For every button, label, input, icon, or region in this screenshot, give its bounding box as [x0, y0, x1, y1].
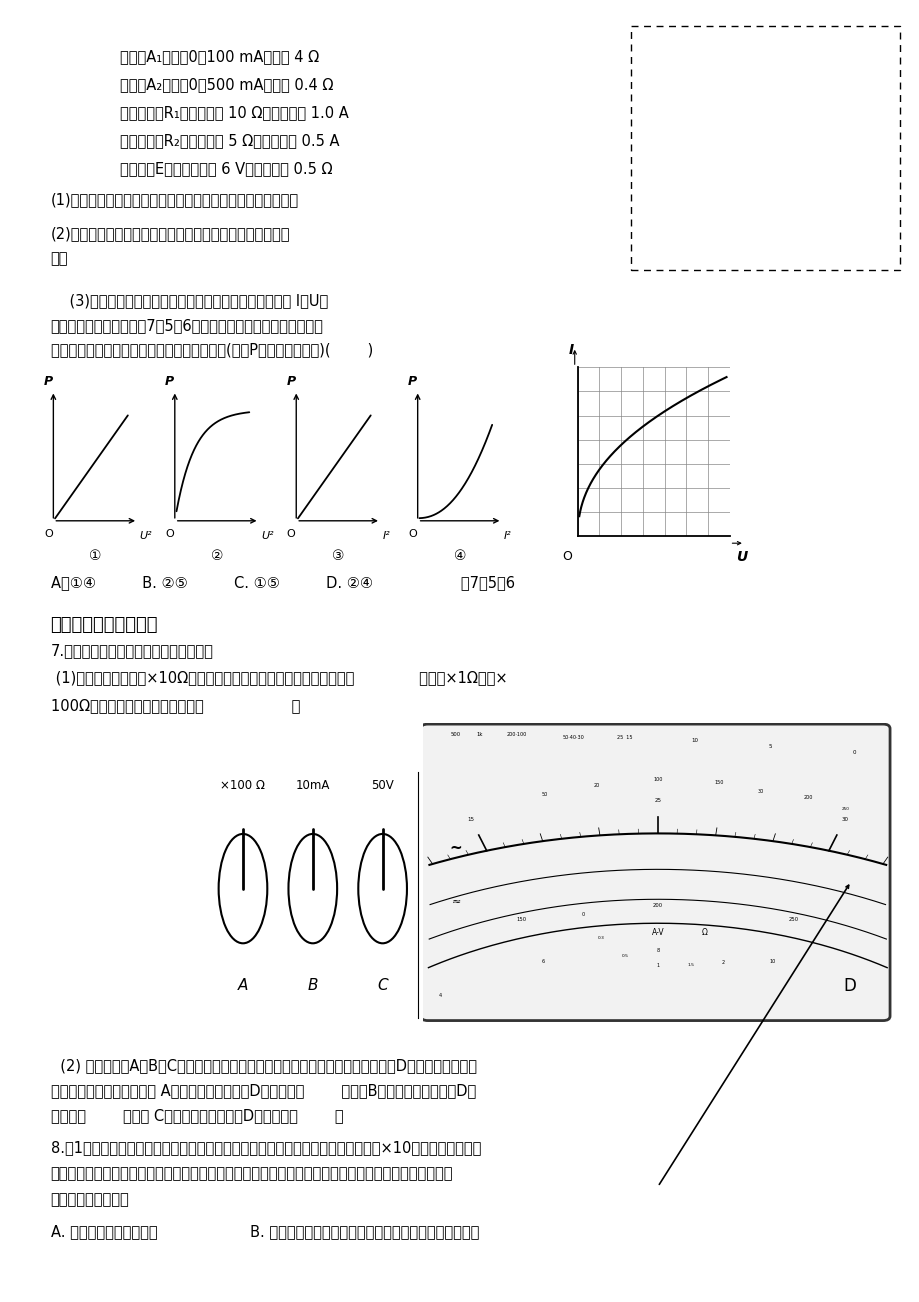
Text: 标系中，描绘出如右下图7－5－6所示的小灯泡的伏安特性曲线。根: 标系中，描绘出如右下图7－5－6所示的小灯泡的伏安特性曲线。根: [51, 318, 323, 333]
Text: 10: 10: [768, 960, 775, 965]
Text: D: D: [843, 976, 856, 995]
Text: 10mA: 10mA: [295, 779, 330, 792]
Text: ④: ④: [453, 549, 466, 564]
Text: 角度极小。现将旋鈕调至另外一挖，进行第二次测量使多用电表指针指在理想位置。下面列出第二次测量: 角度极小。现将旋鈕调至另外一挖，进行第二次测量使多用电表指针指在理想位置。下面列…: [51, 1167, 453, 1181]
FancyBboxPatch shape: [420, 724, 889, 1021]
Text: 滑动变阵器R₁，最大阻值 10 Ω，额定电流 1.0 A: 滑动变阵器R₁，最大阻值 10 Ω，额定电流 1.0 A: [119, 105, 348, 121]
Text: 150: 150: [516, 917, 526, 922]
Text: ①: ①: [89, 549, 102, 564]
Text: 100: 100: [652, 777, 662, 783]
Text: C: C: [377, 978, 388, 993]
Bar: [630, 26, 899, 270]
Text: 15: 15: [467, 816, 474, 822]
Text: 8: 8: [655, 948, 659, 953]
Text: O: O: [287, 529, 295, 539]
Text: (1)在上述器材中，滑动变阵器应选　　　　　　；电流表应选: (1)在上述器材中，滑动变阵器应选 ；电流表应选: [51, 191, 299, 207]
Text: 7.某同学在做多用电表测电阻的实验中：: 7.某同学在做多用电表测电阻的实验中：: [51, 643, 213, 659]
Text: 的可能进行的操作：: 的可能进行的操作：: [51, 1193, 130, 1207]
Text: A: A: [237, 978, 248, 993]
Ellipse shape: [219, 833, 267, 943]
Text: 100Ω挖），换挖后，在测量前要先                   。: 100Ω挖），换挖后，在测量前要先 。: [51, 698, 300, 713]
Text: 25  15: 25 15: [617, 734, 632, 740]
Text: 0.5: 0.5: [620, 954, 628, 958]
Text: ③: ③: [332, 549, 345, 564]
Text: Ω: Ω: [701, 928, 707, 936]
Text: 0.3: 0.3: [597, 936, 605, 940]
Text: 250: 250: [789, 917, 799, 922]
Text: 1.5: 1.5: [686, 963, 694, 967]
Text: I: I: [569, 342, 573, 357]
Text: 电流表A₁，量程0～100 mA，内阻 4 Ω: 电流表A₁，量程0～100 mA，内阻 4 Ω: [119, 49, 318, 65]
Text: 4: 4: [437, 993, 441, 997]
Ellipse shape: [357, 833, 406, 943]
Text: (1)测量某电阻时，用×10Ω挖时，发现指针偏转角度过大，他应该换用              挖（填×1Ω挖或×: (1)测量某电阻时，用×10Ω挖时，发现指针偏转角度过大，他应该换用 挖（填×1…: [51, 671, 506, 686]
Text: P: P: [165, 375, 174, 388]
Ellipse shape: [289, 833, 336, 943]
Text: ≈: ≈: [451, 897, 460, 907]
Text: 200: 200: [802, 796, 811, 799]
Text: (2)在虚线框内画出实验的电路图，并在图中注明各元件的符: (2)在虚线框内画出实验的电路图，并在图中注明各元件的符: [51, 227, 289, 242]
Text: 200·100: 200·100: [506, 732, 527, 737]
Text: 250: 250: [841, 807, 848, 811]
Text: 2: 2: [721, 960, 724, 965]
Text: ×100 Ω: ×100 Ω: [221, 779, 266, 792]
Text: A. 将两表笔短接，并调零                    B. 将两表笔分别跟被测电阻的两端接触，观察指针的位置: A. 将两表笔短接，并调零 B. 将两表笔分别跟被测电阻的两端接触，观察指针的位…: [51, 1224, 479, 1240]
Text: U²: U²: [140, 531, 153, 542]
Text: 10: 10: [691, 737, 698, 742]
Text: O: O: [562, 549, 572, 562]
Text: B: B: [307, 978, 318, 993]
Text: (2) 如图所示，A、B、C是多用表在进行不同测量时，转换开关分别指示的位置，D是多用表表盘指针: (2) 如图所示，A、B、C是多用表在进行不同测量时，转换开关分别指示的位置，D…: [51, 1059, 476, 1074]
Text: U²: U²: [261, 531, 274, 542]
Text: 20: 20: [593, 783, 599, 788]
Text: 500: 500: [450, 732, 460, 737]
Text: 25: 25: [653, 798, 661, 803]
Text: 8.（1）某同学利用多用电表测量一个未知电阻的阻值，由于第一次选择的欧姆挖（×10），发现表针偏转: 8.（1）某同学利用多用电表测量一个未知电阻的阻值，由于第一次选择的欧姆挖（×1…: [51, 1141, 481, 1155]
Text: ②: ②: [210, 549, 223, 564]
Text: 号。: 号。: [51, 251, 68, 267]
Text: A-V: A-V: [651, 928, 664, 936]
Text: 0: 0: [581, 911, 584, 917]
Text: 直流电源E，电动势约为 6 V，内阻约为 0.5 Ω: 直流电源E，电动势约为 6 V，内阻约为 0.5 Ω: [119, 161, 332, 177]
Text: 1: 1: [655, 962, 659, 967]
Text: U: U: [735, 549, 746, 564]
Text: 5: 5: [767, 743, 771, 749]
Text: O: O: [165, 529, 174, 539]
Text: 1k: 1k: [476, 732, 482, 737]
Text: 30: 30: [757, 789, 764, 794]
Text: I²: I²: [382, 531, 390, 542]
Text: I²: I²: [504, 531, 511, 542]
Text: (3)某实验小组完成实验后利用实验中得到的实验数据在 I－U坐: (3)某实验小组完成实验后利用实验中得到的实验数据在 I－U坐: [51, 293, 327, 309]
Text: 电流表A₂，量程0～500 mA，内阻 0.4 Ω: 电流表A₂，量程0～500 mA，内阻 0.4 Ω: [119, 78, 333, 92]
Text: O: O: [44, 529, 52, 539]
Text: P: P: [44, 375, 52, 388]
Text: 50: 50: [541, 792, 548, 797]
Text: 150: 150: [713, 780, 722, 785]
Text: O: O: [408, 529, 416, 539]
Text: 则读数是        ；若用 C挖测量，指针偏转如D，则读数是        。: 则读数是 ；若用 C挖测量，指针偏转如D，则读数是 。: [51, 1108, 343, 1124]
Text: P: P: [408, 375, 416, 388]
Text: 30: 30: [840, 816, 847, 822]
Text: 滑动变阵器R₂，最大阻值 5 Ω，额定电流 0.5 A: 滑动变阵器R₂，最大阻值 5 Ω，额定电流 0.5 A: [119, 134, 339, 148]
Text: 50V: 50V: [371, 779, 393, 792]
Text: 200: 200: [652, 902, 663, 907]
Text: ~: ~: [449, 841, 462, 855]
Text: A．①④          B. ②⑤          C. ①⑤          D. ②④                   图7－5－6: A．①④ B. ②⑤ C. ①⑤ D. ②④ 图7－5－6: [51, 575, 514, 591]
Text: 据此图给出的信息，可以判断下图中正确的是(图中P为小灯泡的功率)(        ): 据此图给出的信息，可以判断下图中正确的是(图中P为小灯泡的功率)( ): [51, 342, 372, 358]
Text: 0: 0: [852, 750, 856, 755]
Text: 6: 6: [541, 960, 544, 965]
Text: 五、练习使用多用电表: 五、练习使用多用电表: [51, 616, 158, 634]
Text: P: P: [287, 375, 295, 388]
Text: 50·40·30: 50·40·30: [562, 734, 584, 740]
Text: 在测量时的偏转位置。若用 A挖测量，指针偏转如D，则读数是        ；若用B挖测量，指针偏转如D，: 在测量时的偏转位置。若用 A挖测量，指针偏转如D，则读数是 ；若用B挖测量，指针…: [51, 1083, 475, 1099]
